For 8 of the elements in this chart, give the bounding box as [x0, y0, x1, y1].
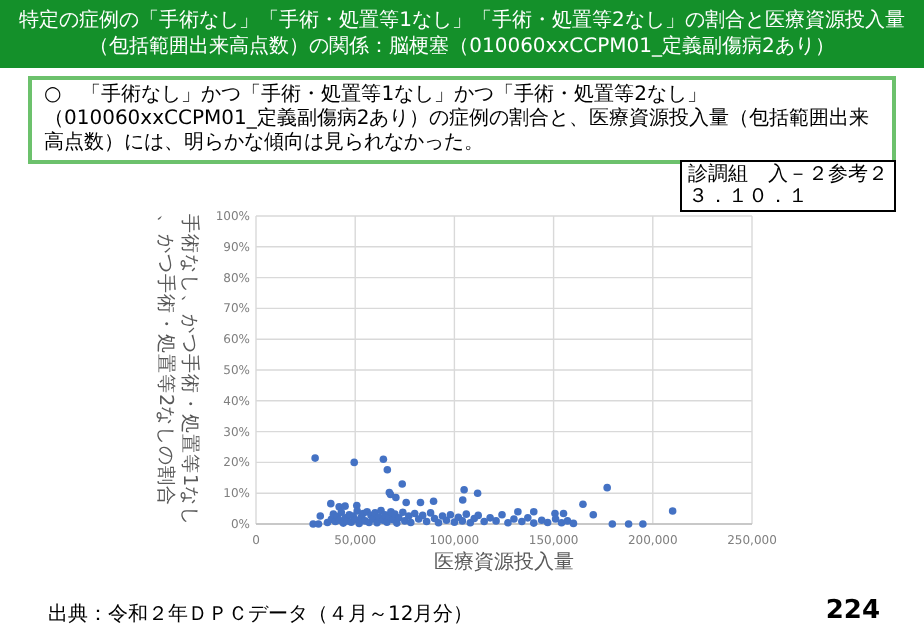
y-axis-title: 手術なし、かつ手術・処置等1なし、かつ手術・処置等2なしの割合	[154, 214, 202, 527]
x-axis-title: 医療資源投入量	[434, 550, 574, 574]
text: ３．１０．１	[688, 186, 808, 208]
chart-subtitle: ○ 「手術なし」かつ「手術・処置等1なし」かつ「手術・処置等2なし」（010060xxCCPM01_定義副傷病2あり）の症例の割合と、医療資源投入量（包括範囲出来高点数）には、明らかな傾向は見られなかった。	[28, 76, 896, 164]
text: 診調組 入－２参考２	[688, 164, 888, 186]
chart-title: 特定の症例の「手術なし」「手術・処置等1なし」「手術・処置等2なし」の割合と医療資源投入量（包括範囲出来高点数）の関係：脳梗塞（010060xxCCPM01_定義副傷病2あり）	[0, 0, 924, 68]
source-note: 出典：令和２年ＤＰＣデータ（４月～12月分）	[48, 601, 474, 628]
text: 224	[825, 596, 880, 626]
